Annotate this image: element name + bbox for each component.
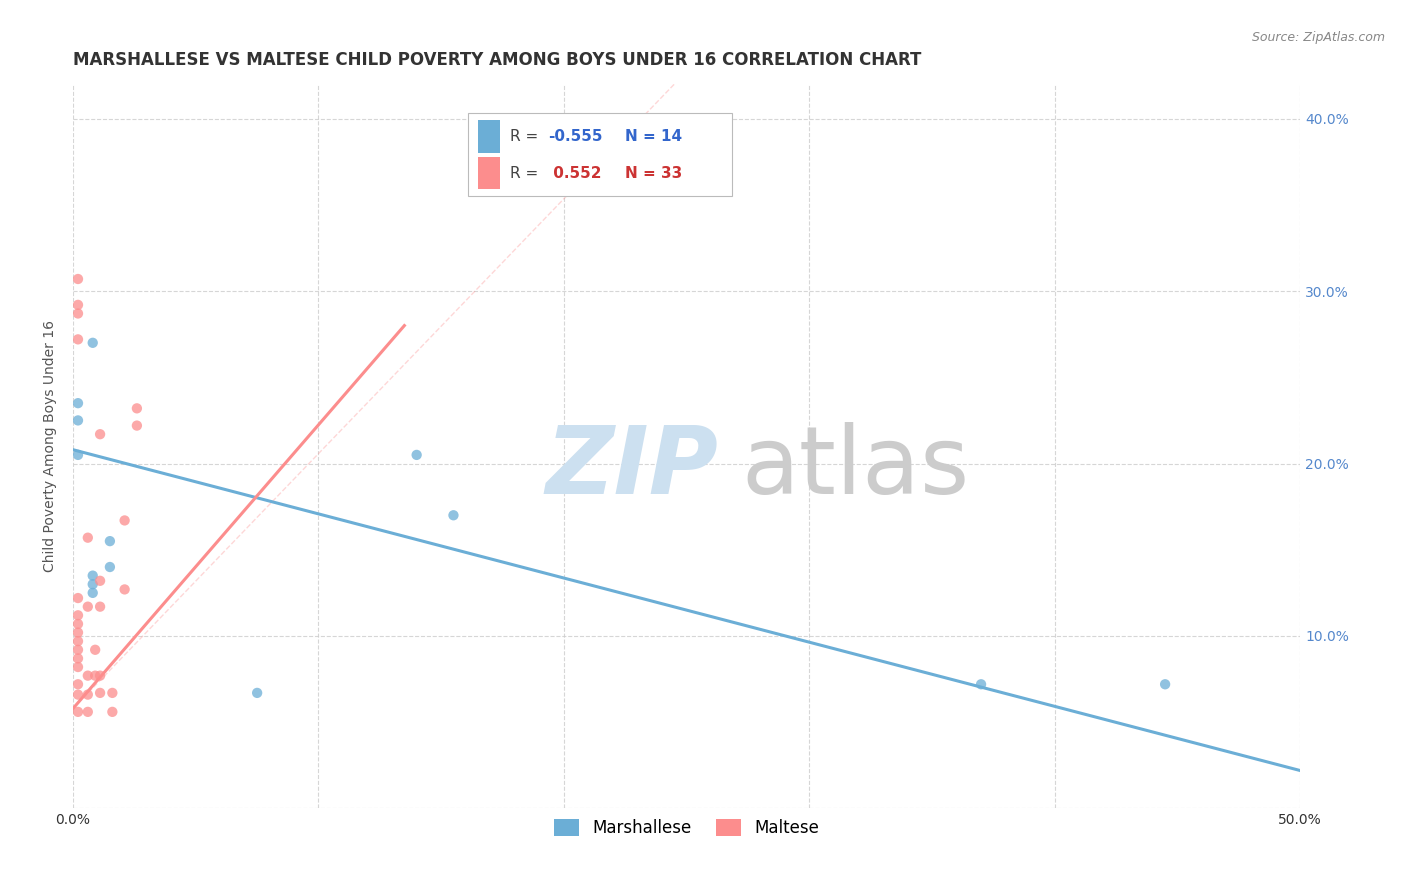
Point (98, 560, 121, 574)
Text: R =: R = (510, 166, 543, 180)
Point (443, 508, 465, 523)
Y-axis label: Child Poverty Among Boys Under 16: Child Poverty Among Boys Under 16 (44, 320, 58, 573)
Point (125, 401, 148, 416)
Point (66, 660, 89, 674)
Point (125, 418, 148, 433)
Point (66, 705, 89, 719)
Point (66, 651, 89, 665)
Text: -0.555: -0.555 (548, 129, 602, 144)
Text: MARSHALLESE VS MALTESE CHILD POVERTY AMONG BOYS UNDER 16 CORRELATION CHART: MARSHALLESE VS MALTESE CHILD POVERTY AMO… (73, 51, 921, 69)
Bar (478, 120, 501, 153)
Text: N = 33: N = 33 (626, 166, 682, 180)
Point (66, 688, 89, 702)
Text: ZIP: ZIP (546, 422, 718, 514)
Legend: Marshallese, Maltese: Marshallese, Maltese (547, 812, 827, 844)
Point (84, 668, 107, 682)
Point (76, 599, 98, 614)
Point (66, 625, 89, 640)
Point (66, 608, 89, 623)
Point (82, 586, 104, 600)
Point (89, 668, 111, 682)
Point (76, 668, 98, 682)
Point (66, 634, 89, 648)
Point (84, 642, 107, 657)
Point (114, 513, 136, 527)
Point (246, 686, 269, 700)
Point (66, 396, 89, 410)
Point (76, 705, 98, 719)
Point (405, 448, 427, 462)
Point (89, 686, 111, 700)
Point (89, 574, 111, 588)
Point (101, 705, 124, 719)
Bar (478, 157, 501, 189)
Text: N = 14: N = 14 (626, 129, 682, 144)
Text: atlas: atlas (742, 422, 970, 514)
Point (82, 335, 104, 350)
Point (89, 599, 111, 614)
Point (66, 306, 89, 320)
Point (66, 591, 89, 605)
Point (114, 582, 136, 597)
Point (970, 677, 993, 691)
Point (66, 448, 89, 462)
Text: 0.552: 0.552 (548, 166, 602, 180)
Bar (468, 113, 733, 196)
Point (66, 332, 89, 346)
Point (76, 688, 98, 702)
Point (66, 677, 89, 691)
Point (66, 298, 89, 312)
Point (82, 568, 104, 582)
Point (76, 531, 98, 545)
Point (1154, 677, 1177, 691)
Text: R =: R = (510, 129, 543, 144)
Point (82, 577, 104, 591)
Text: Source: ZipAtlas.com: Source: ZipAtlas.com (1251, 31, 1385, 45)
Point (66, 642, 89, 657)
Point (98, 534, 121, 549)
Point (101, 686, 124, 700)
Point (66, 616, 89, 631)
Point (66, 272, 89, 286)
Point (89, 427, 111, 442)
Point (66, 413, 89, 427)
